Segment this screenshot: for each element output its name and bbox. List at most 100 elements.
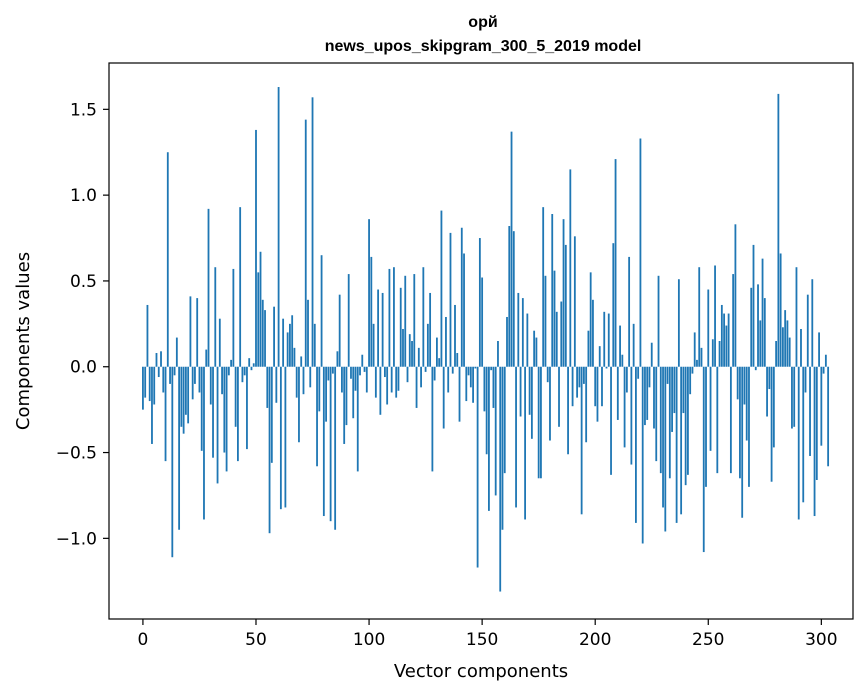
bar [198,366,201,393]
bar [605,366,608,369]
bar [413,274,416,367]
bar [286,332,289,367]
bar [497,341,499,367]
bar [499,366,502,592]
bar [607,313,610,367]
bar [696,359,698,367]
bar [232,268,235,367]
bar [431,366,434,472]
bar [540,366,542,479]
bar [612,243,615,367]
bar [171,366,174,558]
bar [307,299,309,367]
bar [711,339,714,367]
bar [354,366,357,391]
bar [178,366,181,530]
bar [266,366,269,408]
bar [576,366,579,398]
y-axis-label: Components values [13,252,34,430]
bar [402,328,404,367]
bar [691,366,694,374]
bar [390,366,393,393]
bar [689,366,692,395]
bar [492,366,495,408]
bar [804,366,807,393]
bar [573,236,576,367]
bar [632,323,635,367]
bar [302,366,305,395]
bar [743,366,746,405]
bar [723,313,726,367]
bar [510,131,513,367]
bar [687,366,689,475]
bar [406,366,409,383]
bar [200,366,203,451]
bar [374,366,377,398]
bar [791,366,793,429]
bar [194,366,196,384]
y-tick-label: 0.5 [70,272,97,292]
bar [329,366,332,522]
bar [772,366,775,448]
bar [535,337,538,367]
bar [718,341,721,367]
bar [336,351,339,367]
bar [818,332,820,367]
bar [363,366,366,372]
bar [824,354,827,367]
x-tick-label: 250 [692,630,724,650]
bar [203,366,205,520]
bar [445,316,447,367]
x-tick-label: 200 [579,630,611,650]
bar [768,366,771,390]
bar [485,366,488,455]
bar [646,366,649,420]
bar [164,366,167,462]
bar [720,304,723,367]
bar [653,366,655,429]
bar [567,366,569,455]
plot-frame [108,62,854,620]
bar [424,366,427,372]
bar [411,341,413,367]
bar [451,366,454,374]
bar [295,366,298,398]
bar [766,366,768,417]
bar [365,366,368,393]
bar [650,342,653,367]
x-tick-label: 150 [466,630,498,650]
bar [671,366,673,432]
bar [763,298,766,367]
x-axis-label: Vector components [394,661,568,682]
bar [519,366,522,417]
bar [234,366,237,427]
bar [442,366,445,429]
bar [585,366,588,443]
bar [745,366,748,441]
bar [741,366,744,518]
chart-subtitle: news_upos_skipgram_300_5_2019 model [325,38,642,55]
bar [709,366,712,451]
bar [786,320,789,367]
bar [345,366,348,426]
bar [668,366,671,479]
bar [732,274,735,367]
bar [777,93,780,367]
bar [761,258,764,367]
bar [415,366,418,408]
bar [587,330,590,367]
bar [637,366,640,379]
bar [657,275,660,367]
bar [551,214,554,367]
bar [449,232,452,367]
bar [750,287,753,367]
bar [770,366,773,482]
bar [370,256,373,367]
bar [601,366,603,407]
bar [377,289,380,367]
bar [417,347,420,367]
x-tick-label: 0 [138,630,149,650]
bar [169,366,171,384]
